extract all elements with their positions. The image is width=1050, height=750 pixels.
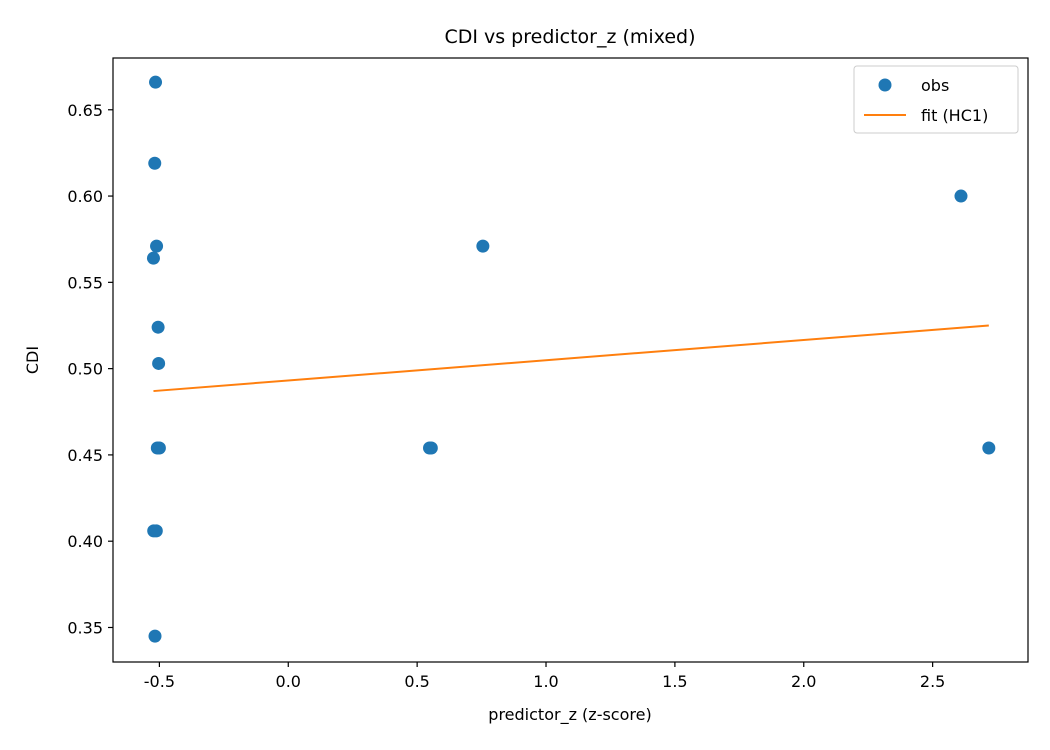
x-axis-title: predictor_z (z-score): [488, 705, 651, 725]
x-tick-label: -0.5: [144, 672, 175, 691]
x-tick-label: 2.0: [791, 672, 816, 691]
data-point-obs: [148, 156, 162, 170]
x-tick-label: 0.0: [276, 672, 301, 691]
data-point-obs: [152, 441, 166, 455]
data-point-obs: [151, 320, 165, 334]
legend-label-obs: obs: [921, 76, 949, 95]
y-tick-label: 0.40: [67, 532, 103, 551]
x-tick-label: 1.5: [662, 672, 687, 691]
fit-line: [153, 324, 989, 393]
x-tick-label: 2.5: [920, 672, 945, 691]
data-point-obs: [152, 356, 166, 370]
y-tick-label: 0.60: [67, 187, 103, 206]
data-point-obs: [149, 75, 163, 89]
data-point-obs: [150, 239, 164, 253]
data-point-obs: [476, 239, 490, 253]
data-point-obs: [148, 629, 162, 643]
data-point-obs: [424, 441, 438, 455]
y-axis-title: CDI: [23, 346, 42, 374]
y-tick-label: 0.45: [67, 446, 103, 465]
plot-frame: [112, 57, 1029, 663]
y-tick-label: 0.50: [67, 360, 103, 379]
data-point-obs: [954, 189, 968, 203]
data-point-obs: [149, 524, 163, 538]
x-tick-label: 0.5: [404, 672, 429, 691]
legend-label-fit: fit (HC1): [921, 106, 988, 125]
data-point-obs: [146, 251, 160, 265]
y-tick-label: 0.65: [67, 101, 103, 120]
legend-box: [853, 65, 1019, 134]
data-point-obs: [982, 441, 996, 455]
chart-title: CDI vs predictor_z (mixed): [444, 26, 695, 48]
y-tick-label: 0.55: [67, 273, 103, 292]
x-tick-label: 1.0: [533, 672, 558, 691]
legend-marker-obs: [878, 78, 892, 92]
y-tick-label: 0.35: [67, 618, 103, 637]
legend: obs fit (HC1): [853, 65, 1019, 134]
